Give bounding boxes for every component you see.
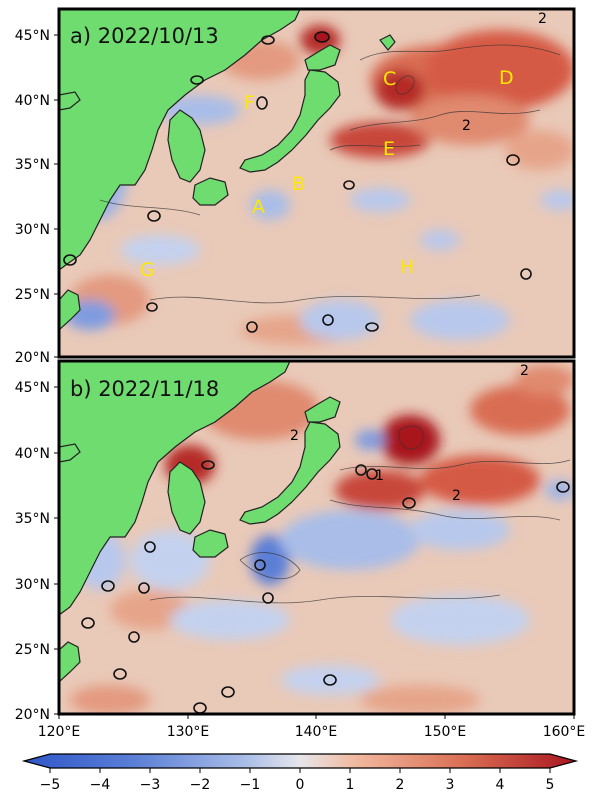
lon-tick-label: 160°E — [543, 724, 586, 740]
contour-label: 2 — [520, 363, 529, 379]
region-label-e: E — [383, 138, 395, 160]
contour-label: 2 — [452, 488, 461, 504]
lat-tick-label: 20°N — [15, 707, 50, 723]
colorbar: −5 −4 −3 −2 −1 0 1 2 3 4 5 — [21, 753, 579, 793]
panel-b-markers — [81, 460, 570, 714]
lat-tick-label: 45°N — [15, 380, 50, 396]
lat-tick-label: 35°N — [15, 511, 50, 527]
panel-b: 2 2 1 2 — [59, 361, 574, 714]
contour-label: 1 — [375, 468, 384, 484]
colorbar-tick-label: −4 — [90, 777, 111, 793]
colorbar-tick-label: 2 — [396, 777, 405, 793]
region-label-c: C — [383, 68, 396, 90]
contour-label: 2 — [290, 428, 299, 444]
colorbar-tick-label: −3 — [140, 777, 161, 793]
lat-tick-label: 40°N — [15, 446, 50, 462]
panel-a: 2 2 A B C D E F G H — [59, 9, 574, 357]
lat-axis-panel-a — [54, 34, 59, 358]
panel-a-title: a) 2022/10/13 — [70, 24, 219, 48]
lat-tick-label: 30°N — [15, 222, 50, 238]
lon-axis — [58, 714, 575, 719]
lon-tick-label: 120°E — [38, 724, 81, 740]
lon-tick-label: 150°E — [424, 724, 467, 740]
region-label-h: H — [400, 256, 414, 278]
lon-tick-label: 140°E — [295, 724, 338, 740]
panel-a-contours — [99, 44, 561, 304]
panel-b-contours — [149, 425, 571, 604]
lat-tick-label: 25°N — [15, 287, 50, 303]
lat-tick-label: 30°N — [15, 577, 50, 593]
lat-tick-label: 20°N — [15, 350, 50, 366]
colorbar-tick-label: 4 — [496, 777, 505, 793]
lon-tick-label: 130°E — [167, 724, 210, 740]
region-label-g: G — [140, 259, 155, 281]
panel-a-frame — [57, 7, 576, 359]
region-label-f: F — [244, 92, 255, 114]
colorbar-tick-label: 1 — [346, 777, 355, 793]
lat-tick-label: 25°N — [15, 642, 50, 658]
lat-tick-label: 45°N — [15, 28, 50, 44]
panel-b-anomaly-field — [70, 365, 574, 714]
lat-labels-panel-b: 45°N 40°N 35°N 30°N 25°N 20°N — [15, 380, 50, 723]
region-label-b: B — [292, 173, 305, 195]
lon-labels: 120°E 130°E 140°E 150°E 160°E — [38, 724, 586, 740]
contour-label: 2 — [538, 11, 547, 27]
lat-tick-label: 35°N — [15, 157, 50, 173]
colorbar-tick-label: 3 — [446, 777, 455, 793]
colorbar-tick-label: −2 — [190, 777, 211, 793]
colorbar-tick-label: 0 — [296, 777, 305, 793]
lat-axis-panel-b — [54, 386, 59, 715]
region-label-d: D — [499, 67, 514, 89]
panel-b-land — [59, 361, 341, 683]
colorbar-tick-label: −5 — [40, 777, 61, 793]
contour-label: 2 — [462, 118, 471, 134]
colorbar-tick-label: −1 — [240, 777, 261, 793]
lat-labels-panel-a: 45°N 40°N 35°N 30°N 25°N 20°N — [15, 28, 50, 366]
panel-a-land — [59, 9, 396, 331]
panel-a-markers — [63, 31, 532, 333]
region-label-a: A — [252, 196, 265, 218]
lat-tick-label: 40°N — [15, 93, 50, 109]
panel-b-title: b) 2022/11/18 — [70, 377, 219, 401]
colorbar-bar — [21, 753, 579, 769]
colorbar-tick-label: 5 — [546, 777, 555, 793]
